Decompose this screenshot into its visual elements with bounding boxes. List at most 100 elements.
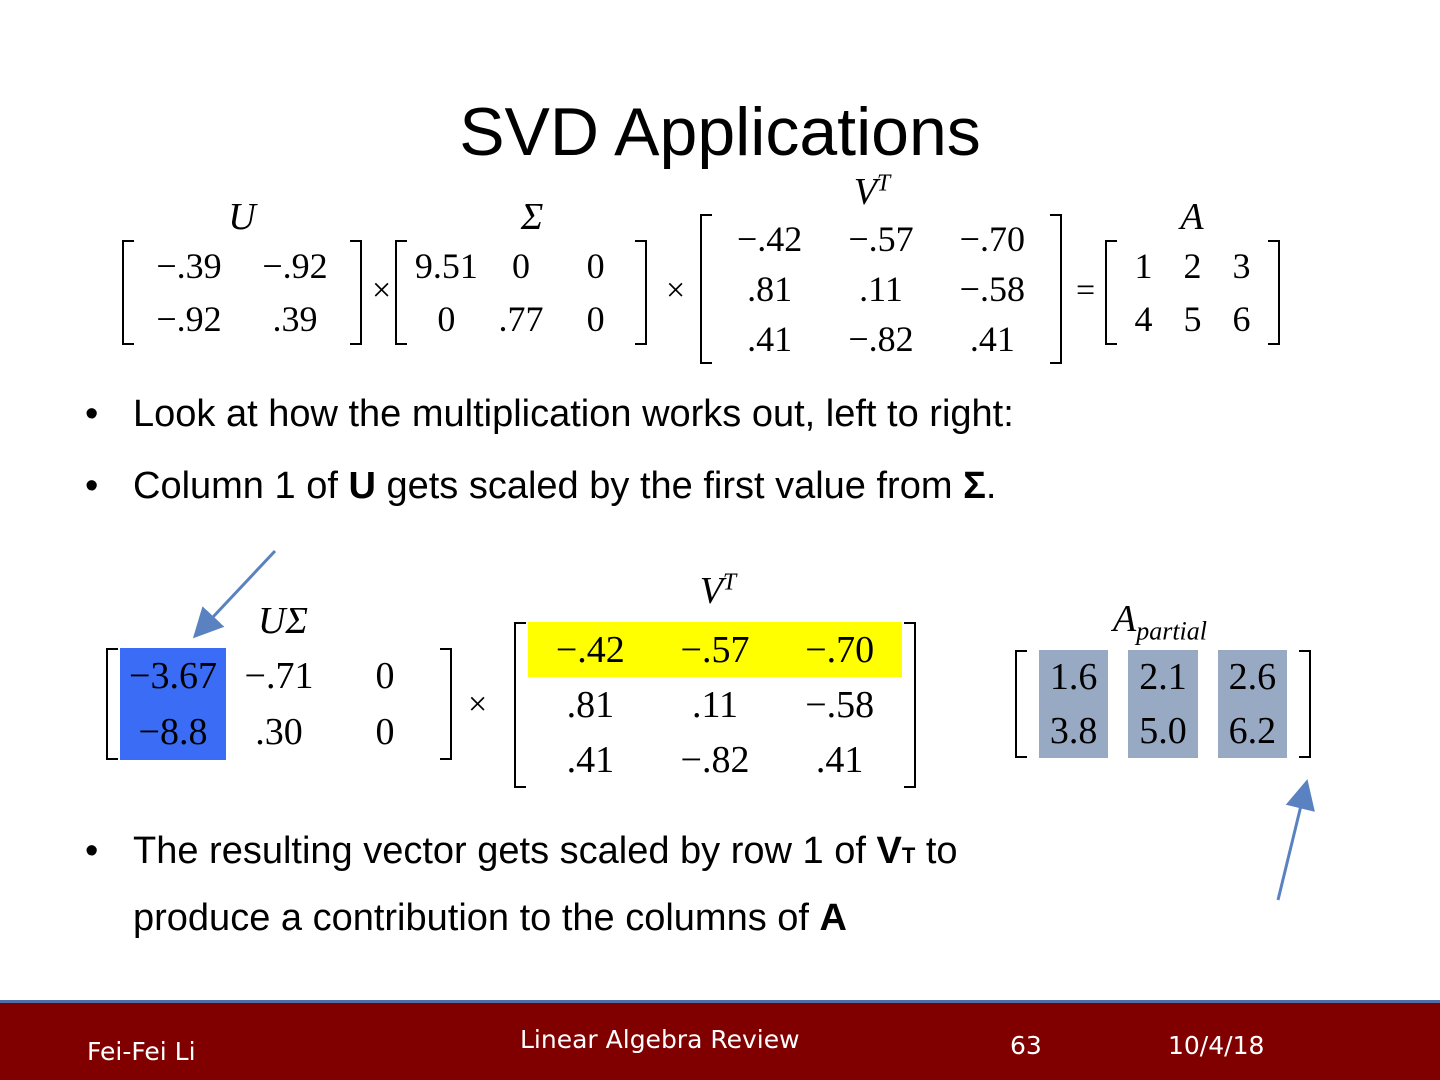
matrix-cell: 0	[586, 246, 605, 287]
times-sign: ×	[666, 272, 686, 309]
right-bracket	[1050, 214, 1062, 364]
matrix-cell: 9.51	[414, 246, 478, 287]
vt-sup: T	[722, 569, 737, 596]
matrix-cell: −.42	[528, 622, 653, 678]
matrix-cell: −.71	[244, 655, 314, 697]
matrix-label-vt-bottom: VT	[699, 569, 737, 612]
slide-title: SVD Applications	[459, 94, 981, 170]
left-bracket	[1015, 650, 1027, 758]
matrix-label-usigma: UΣ	[257, 600, 309, 642]
matrix-grid: 1.6 2.1 2.6 3.8 5.0 6.2	[1029, 650, 1297, 758]
matrix-cell: .77	[498, 298, 544, 339]
matrix-label-a: A	[1180, 196, 1204, 238]
vt-sup: T	[876, 170, 891, 197]
matrix-cell: 0	[375, 655, 395, 697]
matrix-cell: .41	[566, 739, 615, 782]
matrix-sigma: 9.51 0 0 0 .77 0	[395, 240, 647, 345]
bold-a: A	[819, 897, 847, 939]
matrix-cell: −.92	[156, 298, 222, 339]
matrix-cell: 0	[511, 246, 530, 287]
matrix-cell: −.39	[156, 246, 222, 287]
matrix-label-sigma: Σ	[520, 196, 544, 238]
t: .	[985, 465, 997, 507]
left-bracket	[1105, 240, 1117, 345]
a-sub: partial	[1136, 616, 1208, 646]
matrix-cell: .11	[691, 683, 739, 726]
matrix-cell: .41	[815, 739, 864, 782]
matrix-u: −.39 −.92 −.92 .39	[122, 240, 362, 345]
matrix-cell: .81	[747, 269, 793, 309]
right-bracket	[1299, 650, 1311, 758]
matrix-grid: −.39 −.92 −.92 .39	[136, 240, 348, 345]
a-label: A	[1112, 598, 1137, 640]
footer-course: Linear Algebra Review	[520, 1025, 800, 1054]
matrix-cell: 4	[1134, 298, 1153, 339]
footer-date: 10/4/18	[1168, 1031, 1265, 1060]
matrix-cell: 0	[586, 298, 605, 339]
left-bracket	[700, 214, 712, 364]
matrix-grid: −.42 −.57 −.70.81.11 −.58.41 −.82.41	[528, 622, 902, 788]
matrix-grid: −3.67 −.71 0 −8.8 .30 0	[120, 648, 438, 760]
matrix-cell: .41	[969, 319, 1015, 359]
matrix-cell: 6	[1232, 298, 1251, 339]
matrix-cell: −.42	[737, 219, 803, 259]
t: Column 1 of	[133, 465, 349, 507]
bullet-text: Column 1 of U gets scaled by the first v…	[133, 455, 996, 517]
vt-label: V	[699, 570, 723, 612]
left-bracket	[106, 648, 118, 760]
bullet-dot: •	[85, 465, 99, 507]
left-bracket	[122, 240, 134, 345]
matrix-cell: −.70	[777, 622, 902, 678]
right-bracket	[904, 622, 916, 788]
times-sign: ×	[372, 272, 392, 309]
bullet-dot: •	[85, 393, 99, 435]
bold-sigma: Σ	[963, 465, 986, 507]
right-bracket	[350, 240, 362, 345]
t: gets scaled by the first value from	[375, 465, 964, 507]
matrix-grid: 9.51 0 0 0 .77 0	[409, 240, 633, 345]
matrix-cell: .81	[566, 683, 615, 726]
matrix-cell: −.82	[848, 319, 914, 359]
matrix-label-a-partial: Apartial	[1112, 598, 1207, 644]
matrix-cell: −.58	[805, 683, 875, 726]
bullet-dot: •	[85, 830, 99, 872]
matrix-label-u: U	[228, 196, 256, 238]
t: to	[915, 830, 958, 872]
matrix-cell: −3.67	[120, 648, 226, 704]
bold-v: V	[876, 830, 902, 872]
matrix-cell: 2	[1183, 246, 1202, 287]
matrix-cell: 1.6	[1039, 650, 1109, 704]
matrix-cell: .11	[859, 269, 903, 309]
times-sign: ×	[468, 686, 488, 723]
bold-u: U	[348, 465, 376, 507]
equals-sign: =	[1076, 272, 1096, 309]
matrix-cell: −.70	[959, 219, 1025, 259]
matrix-cell: −.57	[848, 219, 914, 259]
matrix-cell: 0	[375, 711, 395, 753]
matrix-cell: −.82	[680, 739, 750, 782]
matrix-cell: .30	[255, 711, 303, 753]
matrix-usigma: −3.67 −.71 0 −8.8 .30 0	[106, 648, 452, 760]
matrix-vt: −.42 −.57 −.70 .81 .11 −.58 .41 −.82 .41	[700, 214, 1062, 364]
matrix-cell: 2.1	[1128, 650, 1198, 704]
right-bracket	[1268, 240, 1280, 345]
footer-page-number: 63	[1010, 1031, 1042, 1060]
matrix-cell: 5	[1183, 298, 1202, 339]
t: The resulting vector gets scaled by row …	[133, 830, 877, 872]
matrix-cell: 6.2	[1217, 704, 1287, 758]
matrix-a-partial: 1.6 2.1 2.6 3.8 5.0 6.2	[1015, 650, 1311, 758]
matrix-cell: 0	[437, 298, 456, 339]
left-bracket	[395, 240, 407, 345]
arrows-layer	[192, 549, 1315, 901]
left-bracket	[514, 622, 526, 788]
matrix-grid: −.42 −.57 −.70.81.11 −.58.41 −.82.41	[714, 214, 1048, 364]
matrix-cell: 1	[1134, 246, 1153, 287]
matrix-cell: −8.8	[120, 704, 226, 760]
matrix-cell: 2.6	[1217, 650, 1287, 704]
right-bracket	[635, 240, 647, 345]
matrix-vt-bottom: −.42 −.57 −.70 .81 .11 −.58 .41 −.82 .41	[514, 622, 916, 788]
t: produce a contribution to the columns of	[133, 897, 820, 939]
bullet-text: The resulting vector gets scaled by row …	[133, 820, 958, 949]
